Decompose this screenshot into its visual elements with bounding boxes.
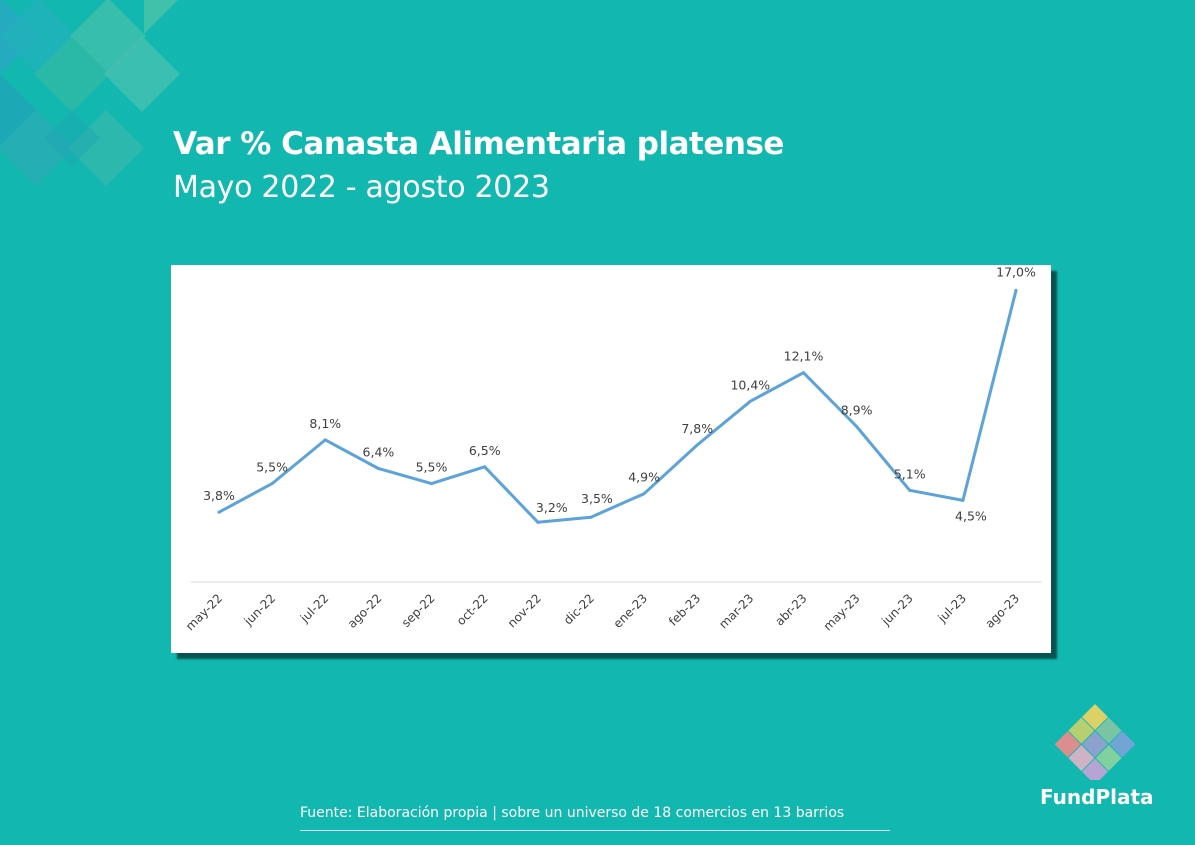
- data-point-dic-22: [589, 515, 593, 519]
- logo-diamond: [1095, 744, 1122, 771]
- data-label-ago-23: 17,0%: [996, 264, 1036, 279]
- x-tick-abr-23: abr-23: [772, 591, 809, 628]
- data-label-abr-23: 12,1%: [784, 349, 824, 364]
- data-point-ago-22: [376, 466, 380, 470]
- data-point-ene-23: [642, 492, 646, 496]
- data-point-abr-23: [801, 371, 805, 375]
- data-label-jul-23: 4,5%: [955, 508, 987, 523]
- x-tick-may-22: may-22: [183, 591, 225, 633]
- x-tick-jul-22: jul-22: [297, 591, 332, 626]
- brand-name: FundPlata: [1040, 785, 1154, 809]
- x-tick-dic-22: dic-22: [561, 591, 597, 627]
- x-tick-nov-22: nov-22: [505, 591, 544, 630]
- data-points: [217, 288, 1018, 524]
- data-point-jul-23: [961, 498, 965, 502]
- data-point-may-22: [217, 510, 221, 514]
- x-tick-mar-23: mar-23: [716, 591, 756, 631]
- data-point-jun-22: [270, 482, 274, 486]
- data-label-feb-23: 7,8%: [681, 421, 713, 436]
- data-label-oct-22: 6,5%: [469, 443, 501, 458]
- logo-diamond: [1068, 744, 1095, 771]
- data-label-ene-23: 4,9%: [628, 470, 660, 485]
- logo-diamond: [1082, 758, 1108, 780]
- data-point-may-23: [855, 424, 859, 428]
- x-tick-oct-22: oct-22: [454, 591, 491, 628]
- data-point-feb-23: [695, 443, 699, 447]
- x-tick-jun-23: jun-23: [878, 591, 916, 629]
- x-tick-sep-22: sep-22: [399, 591, 438, 630]
- data-label-may-22: 3,8%: [203, 488, 235, 503]
- chart-card: 3,8% 5,5% 8,1% 6,4% 5,5% 6,5% 3,2% 3,5% 4,9% 7,8%…: [171, 264, 1051, 653]
- data-label-jun-23: 5,1%: [894, 466, 926, 481]
- x-tick-ene-23: ene-23: [611, 591, 651, 631]
- logo-diamond: [1109, 731, 1136, 758]
- logo-diamond: [1095, 717, 1122, 744]
- data-point-ago-23: [1014, 288, 1018, 292]
- source-underline: [300, 830, 890, 831]
- data-label-sep-22: 5,5%: [416, 460, 448, 475]
- data-label-nov-22: 3,2%: [536, 500, 568, 515]
- data-point-nov-22: [536, 520, 540, 524]
- page-title: Var % Canasta Alimentaria platense: [173, 126, 784, 162]
- x-tick-may-23: may-23: [821, 591, 863, 633]
- source-note: Fuente: Elaboración propia | sobre un un…: [300, 805, 845, 821]
- series-line: [217, 288, 1018, 524]
- data-labels: 3,8% 5,5% 8,1% 6,4% 5,5% 6,5% 3,2% 3,5% 4,9% 7,8%…: [203, 264, 1036, 523]
- page-subtitle: Mayo 2022 - agosto 2023: [173, 170, 550, 205]
- data-label-jul-22: 8,1%: [309, 416, 341, 431]
- logo-diamond: [1082, 731, 1108, 758]
- data-label-mar-23: 10,4%: [730, 377, 770, 392]
- logo-diamond: [1068, 717, 1095, 744]
- data-point-mar-23: [748, 399, 752, 403]
- data-point-sep-22: [430, 482, 434, 486]
- line-chart: 3,8% 5,5% 8,1% 6,4% 5,5% 6,5% 3,2% 3,5% 4,9% 7,8%…: [183, 264, 1042, 633]
- data-label-may-23: 8,9%: [841, 403, 873, 418]
- data-point-jul-22: [323, 438, 327, 442]
- x-tick-jul-23: jul-23: [934, 591, 969, 626]
- logo-diamond: [1082, 704, 1108, 730]
- data-label-ago-22: 6,4%: [363, 445, 395, 460]
- x-tick-ago-23: ago-23: [982, 591, 1022, 631]
- x-tick-labels: may-22 jun-22 jul-22 ago-22 sep-22 oct-22 nov-…: [183, 591, 1022, 633]
- data-label-dic-22: 3,5%: [581, 491, 613, 506]
- x-tick-jun-22: jun-22: [241, 591, 279, 629]
- decorative-diamond-pattern: [0, 0, 180, 186]
- x-tick-ago-22: ago-22: [345, 591, 385, 631]
- logo-diamond: [1054, 731, 1081, 758]
- fundplata-logo-icon: [1054, 704, 1136, 780]
- x-tick-feb-23: feb-23: [666, 591, 703, 628]
- data-point-jun-23: [908, 488, 912, 492]
- data-point-oct-22: [483, 465, 487, 469]
- data-label-jun-22: 5,5%: [256, 460, 288, 475]
